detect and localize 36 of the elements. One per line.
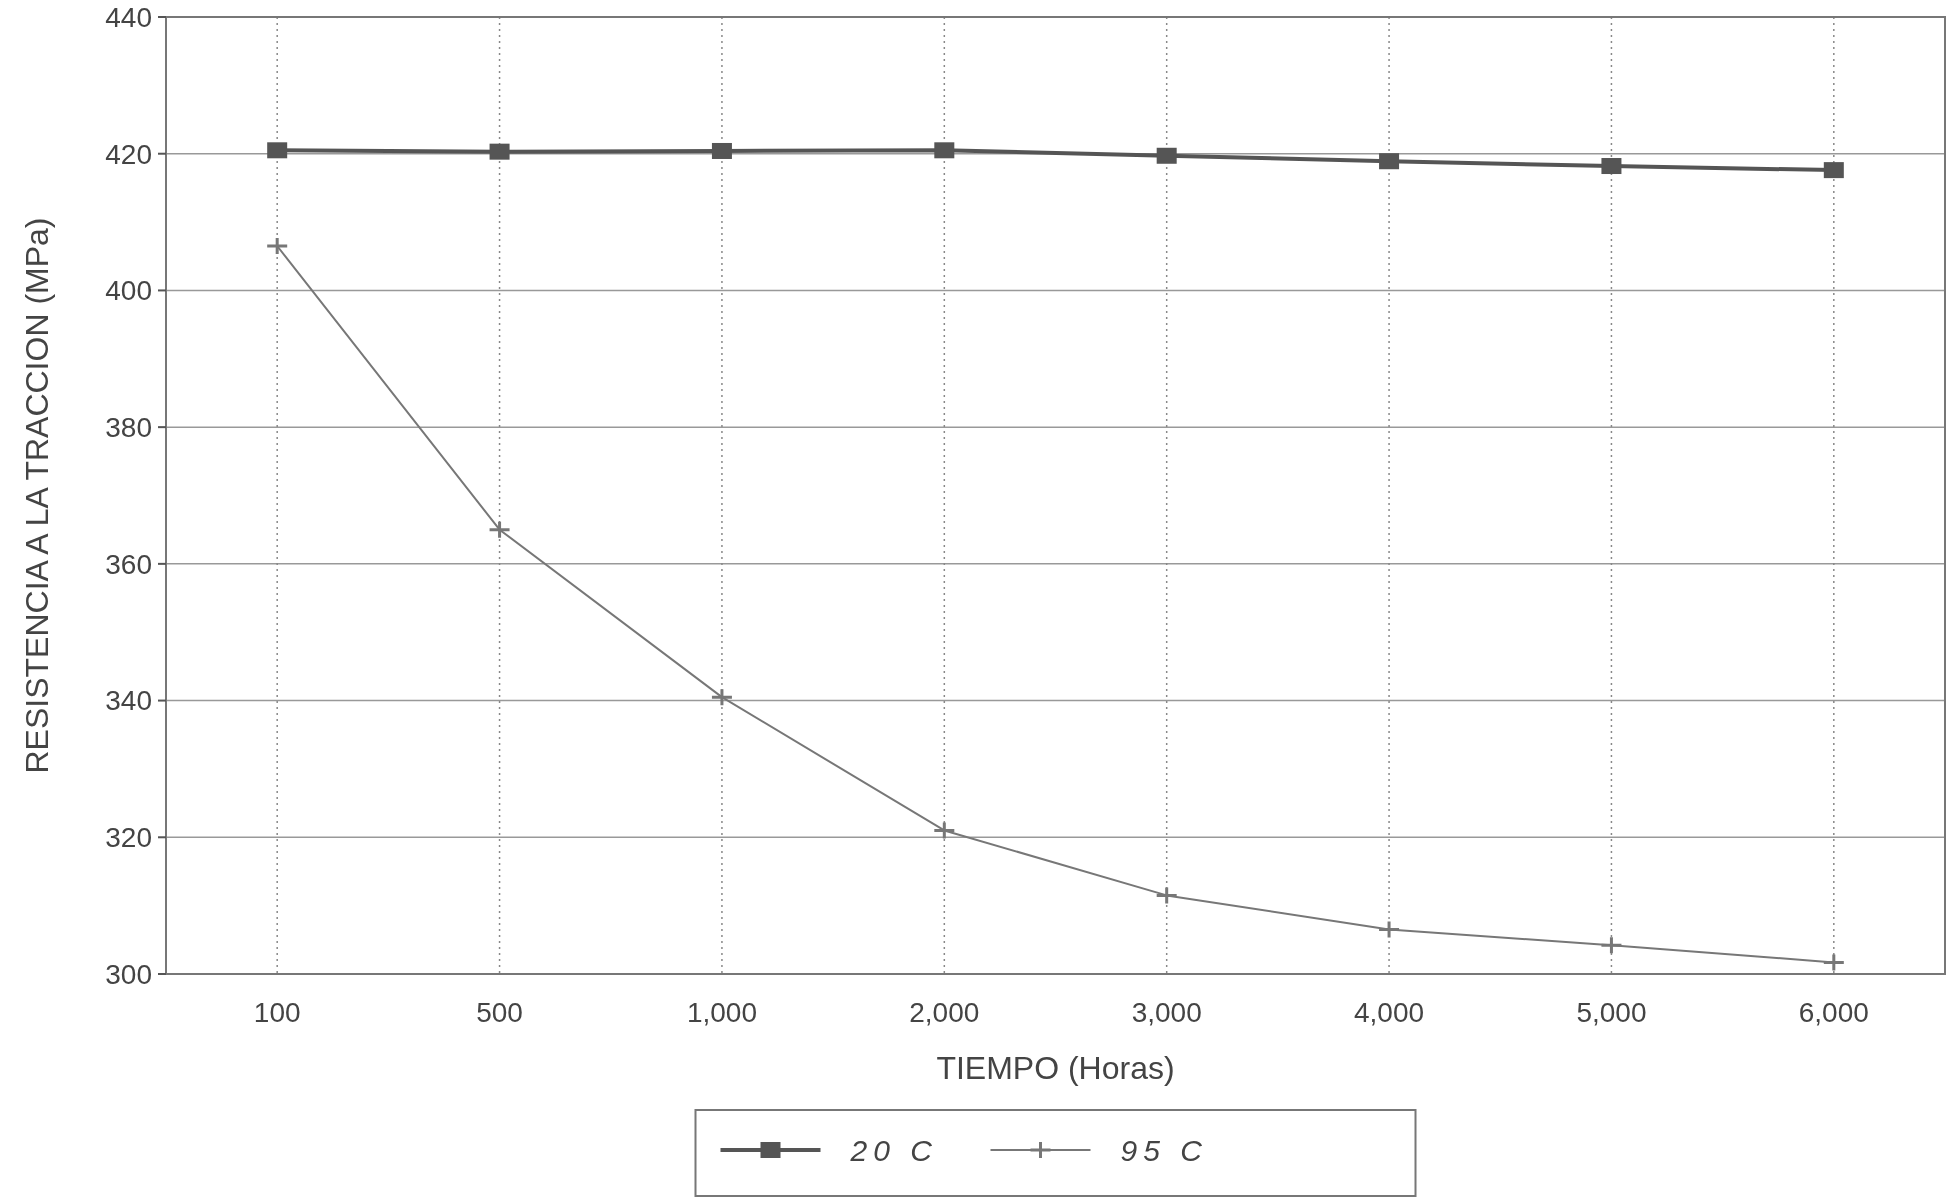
point xyxy=(1155,885,1179,905)
x-tick-label: 3,000 xyxy=(1131,997,1202,1028)
point xyxy=(1379,153,1400,170)
x-tick-label: 4,000 xyxy=(1354,997,1425,1028)
point xyxy=(1823,162,1844,179)
y-tick-label: 340 xyxy=(105,685,152,717)
y-tick-label: 320 xyxy=(105,822,152,854)
legend-label: 20 C xyxy=(849,1133,938,1167)
point xyxy=(488,520,512,540)
point xyxy=(1599,935,1623,955)
y-tick-label: 400 xyxy=(105,275,152,307)
y-tick-label: 380 xyxy=(105,411,152,443)
y-tick-label: 300 xyxy=(105,958,152,990)
y-tick-label: 360 xyxy=(105,548,152,580)
point xyxy=(265,236,289,256)
x-tick-label: 100 xyxy=(253,997,301,1028)
y-axis-title: RESISTENCIA A LA TRACCION (MPa) xyxy=(19,217,55,774)
x-tick-label: 6,000 xyxy=(1798,997,1869,1028)
point xyxy=(934,142,955,159)
point xyxy=(1156,147,1177,164)
point xyxy=(711,142,732,159)
y-tick-label: 440 xyxy=(105,1,152,33)
point xyxy=(1822,952,1846,972)
point xyxy=(1601,158,1622,175)
x-tick-label: 5,000 xyxy=(1576,997,1647,1028)
x-axis-title: TIEMPO (Horas) xyxy=(936,1050,1175,1086)
y-tick-label: 420 xyxy=(105,138,152,170)
x-tick-label: 500 xyxy=(476,997,523,1028)
x-tick-label: 1,000 xyxy=(686,997,757,1028)
x-tick-label: 2,000 xyxy=(909,997,980,1028)
point xyxy=(932,820,956,840)
point xyxy=(1377,920,1401,940)
point xyxy=(267,142,288,159)
point xyxy=(489,143,510,160)
legend-label: 95 C xyxy=(1120,1133,1208,1167)
point xyxy=(710,687,734,707)
